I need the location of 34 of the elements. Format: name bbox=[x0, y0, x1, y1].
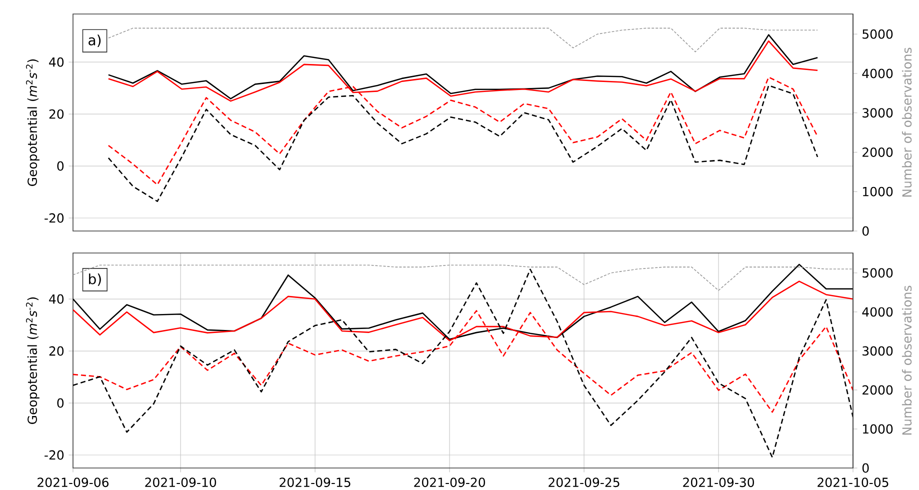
y2-tick-label: 2000 bbox=[862, 385, 893, 395]
y2-tick-label: 5000 bbox=[862, 29, 893, 39]
y-tick-label: 20 bbox=[49, 109, 64, 119]
y-tick-label: 20 bbox=[49, 346, 64, 356]
annotation: b) bbox=[89, 273, 101, 286]
x-tick-label: 2021-09-30 bbox=[683, 478, 754, 488]
y2-tick-label: 0 bbox=[862, 463, 869, 473]
annotation: a) bbox=[88, 34, 101, 48]
x-tick-label: 2021-09-15 bbox=[280, 478, 350, 488]
x-tick-label: 2021-09-06 bbox=[38, 478, 109, 488]
y-tick-label: 0 bbox=[57, 161, 64, 171]
y-tick-label: 0 bbox=[57, 398, 64, 408]
y2-tick-label: 5000 bbox=[862, 268, 893, 278]
y2-tick-label: 4000 bbox=[862, 68, 893, 78]
y2-tick-label: 1000 bbox=[863, 186, 893, 196]
y2-tick-label: 1000 bbox=[863, 424, 893, 434]
y2-tick-label: 3000 bbox=[862, 346, 893, 356]
y2-tick-label: 0 bbox=[862, 226, 869, 236]
y2-tick-label: 3000 bbox=[862, 108, 893, 118]
y2-tick-label: 2000 bbox=[862, 148, 893, 157]
y-tick-label: -20 bbox=[44, 450, 64, 460]
y-tick-label: 40 bbox=[49, 57, 64, 67]
y2-axis-title: Number of observations bbox=[902, 286, 912, 435]
y-axis-title: Geopotential (m$^{2}$s$^{-2}$) bbox=[26, 59, 40, 186]
y-axis-title: Geopotential (m$^{2}$s$^{-2}$) bbox=[26, 297, 40, 424]
x-tick-label: 2021-10-05 bbox=[818, 478, 888, 488]
y-tick-label: -20 bbox=[44, 213, 64, 223]
y2-axis-title: Number of observations bbox=[902, 48, 912, 197]
y2-tick-label: 4000 bbox=[862, 307, 893, 317]
y-tick-label: 40 bbox=[49, 294, 64, 304]
x-tick-label: 2021-09-25 bbox=[548, 478, 620, 488]
line-series bbox=[108, 84, 818, 202]
x-tick-label: 2021-09-10 bbox=[145, 478, 216, 488]
x-tick-label: 2021-09-20 bbox=[414, 478, 486, 488]
